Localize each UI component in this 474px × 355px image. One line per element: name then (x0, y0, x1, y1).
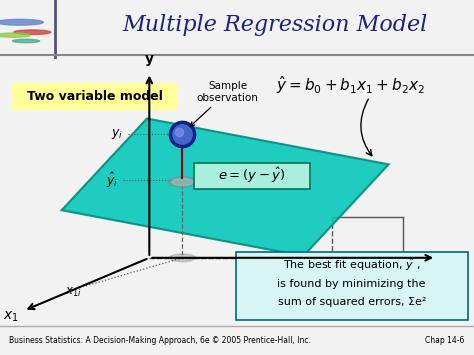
Text: $e = (y - \hat{y})$: $e = (y - \hat{y})$ (219, 166, 286, 185)
Text: $\hat{y} = b_0 + b_1x_1 + b_2x_2$: $\hat{y} = b_0 + b_1x_1 + b_2x_2$ (276, 74, 425, 96)
Ellipse shape (168, 177, 197, 187)
Text: Two variable model: Two variable model (27, 90, 163, 103)
Text: Multiple Regression Model: Multiple Regression Model (122, 13, 428, 36)
Circle shape (0, 20, 43, 25)
Text: Chap 14-6: Chap 14-6 (425, 336, 465, 345)
Text: $x_{1i}$: $x_{1i}$ (65, 285, 82, 299)
Circle shape (0, 33, 30, 37)
Circle shape (12, 39, 40, 43)
Polygon shape (62, 119, 389, 256)
Text: $x_2$: $x_2$ (448, 252, 464, 266)
Ellipse shape (170, 254, 196, 262)
Text: $x_1$: $x_1$ (2, 310, 18, 324)
Text: $\hat{y}_i$: $\hat{y}_i$ (106, 171, 118, 190)
Text: is found by minimizing the: is found by minimizing the (277, 279, 426, 289)
Circle shape (14, 30, 51, 34)
Text: sum of squared errors, Σe²: sum of squared errors, Σe² (277, 297, 426, 307)
FancyBboxPatch shape (194, 163, 310, 189)
Text: Business Statistics: A Decision-Making Approach, 6e © 2005 Prentice-Hall, Inc.: Business Statistics: A Decision-Making A… (9, 336, 311, 345)
Text: $y_i$: $y_i$ (111, 127, 123, 141)
Ellipse shape (172, 179, 193, 186)
Text: Sample
observation: Sample observation (190, 81, 258, 126)
Text: y: y (145, 51, 154, 66)
FancyBboxPatch shape (12, 83, 178, 110)
FancyBboxPatch shape (236, 252, 468, 320)
Text: The best fit equation, $\hat{y}$ ,: The best fit equation, $\hat{y}$ , (283, 257, 420, 273)
Text: $x_{2i}$: $x_{2i}$ (247, 268, 264, 282)
